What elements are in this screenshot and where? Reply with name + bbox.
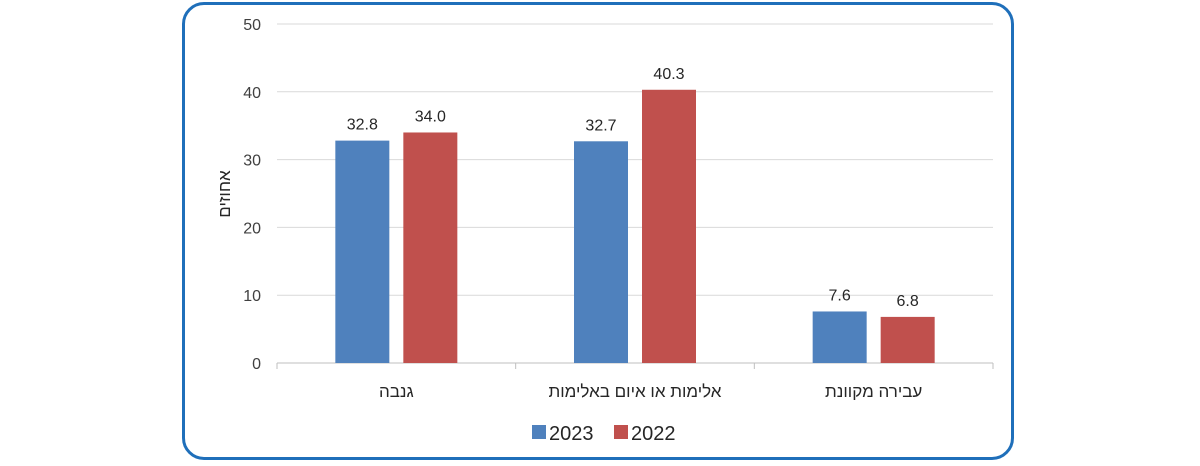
y-tick-label: 20: [243, 220, 261, 237]
y-axis-title: אחוזים: [215, 170, 234, 218]
bar-2022: [403, 132, 458, 363]
y-tick-label: 30: [243, 153, 261, 170]
bars: 32.8 34.0 32.7 40.3 7.6 6.8: [335, 66, 935, 364]
category-label: גנבה: [379, 382, 414, 401]
gridlines: [276, 23, 994, 369]
data-label: 40.3: [653, 66, 684, 83]
category-label: אלימות או איום באלימות: [549, 382, 722, 401]
y-tick-label: 50: [243, 17, 261, 34]
legend-label: 2023: [549, 423, 594, 445]
category-label: עבירה מקוונת: [825, 382, 922, 401]
bar-2023: [574, 141, 628, 363]
data-label: 32.8: [347, 117, 378, 134]
legend-swatch-2023: [532, 425, 546, 439]
data-label: 6.8: [897, 293, 919, 310]
data-label: 7.6: [829, 287, 851, 304]
legend: 2023 2022: [532, 423, 676, 445]
bar-2022: [642, 89, 696, 364]
bar-2022: [880, 316, 935, 363]
y-axis-ticks: 0 10 20 30 40 50: [243, 17, 261, 373]
y-tick-label: 40: [243, 85, 261, 102]
x-axis-categories: גנבה אלימות או איום באלימות עבירה מקוונת: [379, 382, 922, 401]
bar-2023: [812, 311, 867, 363]
legend-label: 2022: [631, 423, 676, 445]
bar-2023: [335, 140, 390, 363]
y-tick-label: 10: [243, 288, 261, 305]
legend-swatch-2022: [614, 425, 628, 439]
y-tick-label: 0: [252, 356, 261, 373]
data-label: 32.7: [585, 117, 616, 134]
data-label: 34.0: [415, 108, 446, 125]
